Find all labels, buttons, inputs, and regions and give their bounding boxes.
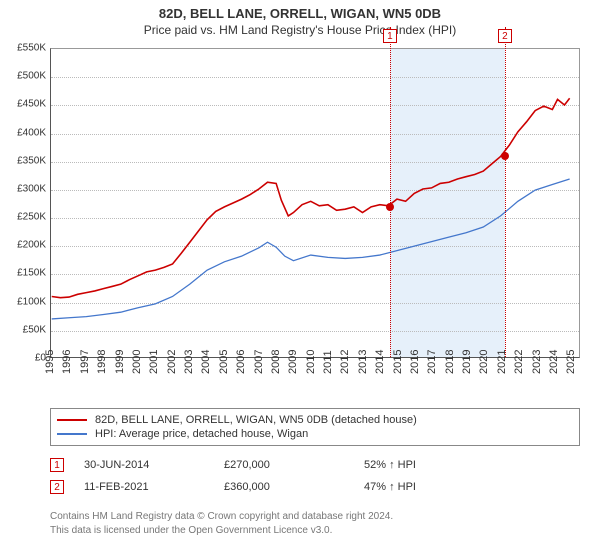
x-axis-label: 2004 [200, 350, 212, 374]
sale-row: 2 11-FEB-2021£360,00047% ↑ HPI [50, 480, 580, 494]
x-axis-label: 2007 [253, 350, 265, 374]
legend-item: 82D, BELL LANE, ORRELL, WIGAN, WN5 0DB (… [57, 413, 573, 427]
x-axis-label: 2019 [461, 350, 473, 374]
sale-date: 11-FEB-2021 [84, 481, 224, 493]
x-axis-label: 1998 [96, 350, 108, 374]
line-series [51, 49, 579, 357]
x-axis-label: 2020 [478, 350, 490, 374]
y-axis-label: £350K [17, 155, 46, 166]
x-axis-label: 2008 [270, 350, 282, 374]
x-axis-label: 1995 [44, 350, 56, 374]
sale-row: 1 30-JUN-2014£270,00052% ↑ HPI [50, 458, 580, 472]
x-axis-label: 1996 [61, 350, 73, 374]
y-axis-label: £50K [23, 324, 46, 335]
y-axis-label: £150K [17, 268, 46, 279]
legend-swatch [57, 419, 87, 421]
x-axis-label: 2012 [339, 350, 351, 374]
sale-price: £270,000 [224, 459, 364, 471]
y-axis-label: £550K [17, 43, 46, 54]
y-axis-label: £450K [17, 99, 46, 110]
sale-pct: 52% ↑ HPI [364, 459, 504, 471]
x-axis-label: 2000 [131, 350, 143, 374]
x-axis-label: 2024 [548, 350, 560, 374]
sale-pct: 47% ↑ HPI [364, 481, 504, 493]
x-axis-label: 2018 [444, 350, 456, 374]
x-axis-label: 1999 [114, 350, 126, 374]
series-price_paid [52, 98, 570, 297]
x-axis-label: 2011 [322, 350, 334, 374]
legend-label: 82D, BELL LANE, ORRELL, WIGAN, WN5 0DB (… [95, 414, 417, 426]
y-axis-label: £200K [17, 240, 46, 251]
x-axis-label: 2009 [287, 350, 299, 374]
y-axis-label: £100K [17, 296, 46, 307]
x-axis-label: 2002 [166, 350, 178, 374]
x-axis-label: 2021 [496, 350, 508, 374]
x-axis-label: 2023 [531, 350, 543, 374]
footer: Contains HM Land Registry data © Crown c… [50, 510, 580, 537]
x-axis-label: 2015 [392, 350, 404, 374]
x-axis-label: 2025 [565, 350, 577, 374]
footer-line2: This data is licensed under the Open Gov… [50, 524, 580, 538]
x-axis-label: 2013 [357, 350, 369, 374]
x-axis-label: 2016 [409, 350, 421, 374]
sale-price: £360,000 [224, 481, 364, 493]
x-axis-label: 2001 [148, 350, 160, 374]
x-axis-label: 2017 [426, 350, 438, 374]
legend-item: HPI: Average price, detached house, Wiga… [57, 427, 573, 441]
plot-area: 12 £0£50K£100K£150K£200K£250K£300K£350K£… [50, 48, 580, 358]
sale-marker: 1 [50, 458, 64, 472]
marker-box: 1 [383, 29, 397, 43]
chart-title: 82D, BELL LANE, ORRELL, WIGAN, WN5 0DB [0, 0, 600, 21]
sale-date: 30-JUN-2014 [84, 459, 224, 471]
legend-swatch [57, 433, 87, 435]
y-axis-label: £250K [17, 212, 46, 223]
y-axis-label: £300K [17, 183, 46, 194]
marker-line [505, 27, 506, 357]
sale-dot [501, 152, 509, 160]
marker-line [390, 27, 391, 357]
legend-label: HPI: Average price, detached house, Wiga… [95, 428, 308, 440]
y-axis-label: £400K [17, 127, 46, 138]
footer-line1: Contains HM Land Registry data © Crown c… [50, 510, 580, 524]
x-axis-label: 2006 [235, 350, 247, 374]
series-hpi [52, 179, 570, 319]
x-axis-label: 2010 [305, 350, 317, 374]
marker-box: 2 [498, 29, 512, 43]
x-axis-label: 2003 [183, 350, 195, 374]
x-axis-label: 2005 [218, 350, 230, 374]
x-axis-label: 1997 [79, 350, 91, 374]
sale-marker: 2 [50, 480, 64, 494]
legend: 82D, BELL LANE, ORRELL, WIGAN, WN5 0DB (… [50, 408, 580, 446]
y-axis-label: £500K [17, 71, 46, 82]
x-axis-label: 2014 [374, 350, 386, 374]
plot-frame: 12 [50, 48, 580, 358]
chart-container: 82D, BELL LANE, ORRELL, WIGAN, WN5 0DB P… [0, 0, 600, 560]
x-axis-label: 2022 [513, 350, 525, 374]
sale-dot [386, 203, 394, 211]
